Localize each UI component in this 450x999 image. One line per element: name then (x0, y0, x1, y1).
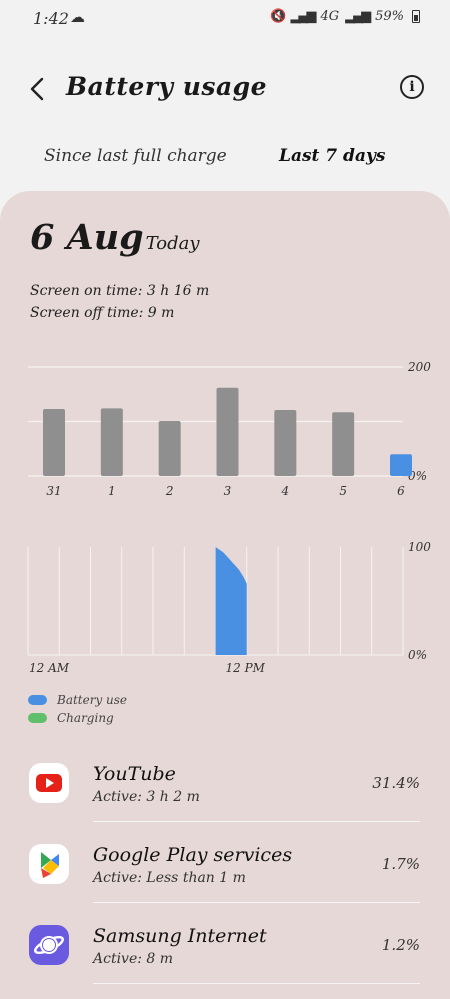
selected-date: 6 Aug (30, 217, 144, 258)
x-tick-label: 3 (224, 484, 232, 498)
battery-icon (412, 10, 420, 23)
divider (93, 902, 420, 903)
bar (216, 387, 239, 476)
chevron-left-icon (30, 77, 44, 101)
app-row-youtube[interactable]: YouTube Active: 3 h 2 m 31.4% (0, 741, 450, 822)
date-today-label: Today (145, 233, 200, 254)
info-icon: i (409, 79, 415, 95)
google-play-services-icon (29, 844, 69, 884)
legend-item: Battery use (28, 691, 127, 709)
y-tick-label: 0% (408, 469, 427, 483)
x-tick-label: 6 (397, 484, 405, 498)
legend-label: Charging (57, 711, 114, 725)
bar (274, 410, 297, 476)
x-tick-label: 31 (46, 484, 61, 498)
status-icons: 🔇 ▂▄▆ 4G ▂▄▆ 59% (270, 9, 420, 24)
bar (332, 412, 355, 476)
daily-battery-level-chart: 100 0% 12 AM 12 PM (27, 540, 431, 675)
chart-legend: Battery use Charging (28, 691, 127, 727)
back-button[interactable] (24, 74, 54, 104)
app-name: Samsung Internet (93, 925, 267, 947)
app-row-google-play-services[interactable]: Google Play services Active: Less than 1… (0, 822, 450, 903)
legend-item: Charging (28, 709, 127, 727)
date-heading: 6 Aug Today (30, 217, 200, 258)
info-button[interactable]: i (400, 75, 424, 99)
x-tick-label: 1 (108, 484, 116, 498)
divider (93, 821, 420, 822)
usage-card: 6 Aug Today Screen on time: 3 h 16 m Scre… (0, 191, 450, 999)
bar (390, 454, 412, 476)
bar (158, 420, 181, 476)
signal-icon-2: ▂▄▆ (345, 9, 371, 24)
battery-level-area (215, 547, 247, 655)
x-tick-label: 12 PM (226, 661, 266, 675)
app-usage-list: YouTube Active: 3 h 2 m 31.4% Google Pla… (0, 741, 450, 984)
app-row-samsung-internet[interactable]: Samsung Internet Active: 8 m 1.2% (0, 903, 450, 984)
weekly-usage-bar-chart: 200 0% 31 1 2 3 4 5 6 (28, 360, 431, 498)
status-bar: 1:42 ☁ 🔇 ▂▄▆ 4G ▂▄▆ 59% (0, 0, 450, 38)
y-tick-label: 200 (407, 360, 431, 374)
x-tick-label: 2 (165, 484, 174, 498)
app-usage-percent: 1.7% (381, 855, 420, 873)
legend-swatch-charging (28, 713, 47, 723)
screen-off-time: Screen off time: 9 m (30, 305, 175, 321)
status-time: 1:42 (33, 9, 69, 28)
legend-swatch-battery-use (28, 695, 47, 705)
x-tick-label: 12 AM (29, 661, 70, 675)
y-tick-label: 100 (408, 540, 431, 554)
app-name: YouTube (93, 763, 176, 785)
network-type: 4G (320, 9, 340, 24)
page-title: Battery usage (66, 72, 268, 101)
bar (100, 408, 123, 476)
mute-icon: 🔇 (270, 9, 286, 24)
bar (43, 408, 65, 476)
tab-last-7-days[interactable]: Last 7 days (279, 146, 386, 166)
screen-on-time: Screen on time: 3 h 16 m (30, 283, 210, 299)
youtube-icon (29, 763, 69, 803)
signal-icon: ▂▄▆ (290, 9, 316, 24)
y-tick-label: 0% (408, 648, 427, 662)
samsung-internet-icon (29, 925, 69, 965)
app-header: Battery usage i (0, 60, 450, 120)
cloud-icon: ☁ (70, 8, 85, 26)
legend-label: Battery use (57, 693, 128, 707)
divider (93, 983, 420, 984)
app-usage-percent: 1.2% (381, 936, 420, 954)
app-name: Google Play services (93, 844, 293, 866)
period-tabs: Since last full charge Last 7 days (0, 140, 450, 180)
x-tick-label: 5 (339, 484, 347, 498)
x-tick-label: 4 (281, 484, 290, 498)
app-active-time: Active: Less than 1 m (93, 870, 246, 886)
app-usage-percent: 31.4% (372, 774, 420, 792)
battery-percent: 59% (375, 9, 404, 24)
app-active-time: Active: 3 h 2 m (93, 789, 200, 805)
tab-since-last-full-charge[interactable]: Since last full charge (44, 146, 227, 166)
app-active-time: Active: 8 m (93, 951, 174, 967)
